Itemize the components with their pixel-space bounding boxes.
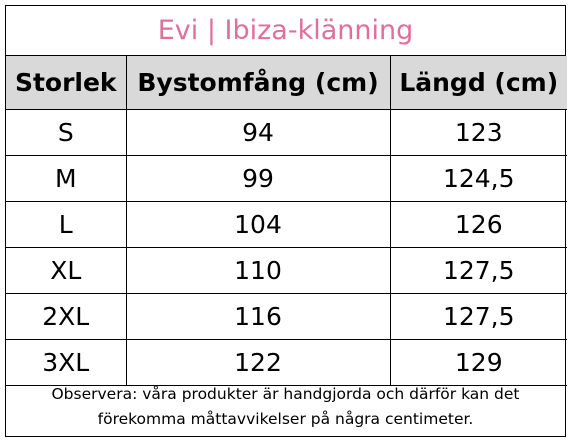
header-size: Storlek	[6, 56, 127, 110]
length-cell: 124,5	[389, 154, 567, 202]
chart-title: Evi | Ibiza-klänning	[6, 6, 565, 56]
size-table: Storlek Bystomfång (cm) Längd (cm) S 94 …	[6, 56, 567, 386]
table-row: 3XL 122 129	[6, 338, 567, 386]
bust-cell: 104	[125, 200, 391, 248]
size-chart: Evi | Ibiza-klänning Storlek Bystomfång …	[5, 5, 567, 437]
header-row: Storlek Bystomfång (cm) Längd (cm)	[6, 56, 567, 110]
length-cell: 129	[389, 338, 567, 386]
length-cell: 127,5	[389, 292, 567, 340]
bust-cell: 110	[125, 246, 391, 294]
bust-cell: 94	[125, 108, 391, 156]
note-line-1: Observera: våra produkter är handgjorda …	[51, 385, 520, 403]
table-row: M 99 124,5	[6, 154, 567, 202]
length-cell: 123	[389, 108, 567, 156]
table-row: L 104 126	[6, 200, 567, 248]
table-row: S 94 123	[6, 108, 567, 156]
bust-cell: 122	[125, 338, 391, 386]
size-cell: 3XL	[6, 338, 127, 386]
size-cell: XL	[6, 246, 127, 294]
size-cell: L	[6, 200, 127, 248]
disclaimer-note: Observera: våra produkter är handgjorda …	[6, 378, 565, 436]
size-cell: 2XL	[6, 292, 127, 340]
size-cell: S	[6, 108, 127, 156]
length-cell: 126	[389, 200, 567, 248]
note-line-2: förekomma måttavvikelser på några centim…	[97, 410, 474, 428]
bust-cell: 116	[125, 292, 391, 340]
table-row: XL 110 127,5	[6, 246, 567, 294]
header-length: Längd (cm)	[389, 56, 567, 110]
table-row: 2XL 116 127,5	[6, 292, 567, 340]
length-cell: 127,5	[389, 246, 567, 294]
bust-cell: 99	[125, 154, 391, 202]
size-cell: M	[6, 154, 127, 202]
header-bust: Bystomfång (cm)	[125, 56, 391, 110]
